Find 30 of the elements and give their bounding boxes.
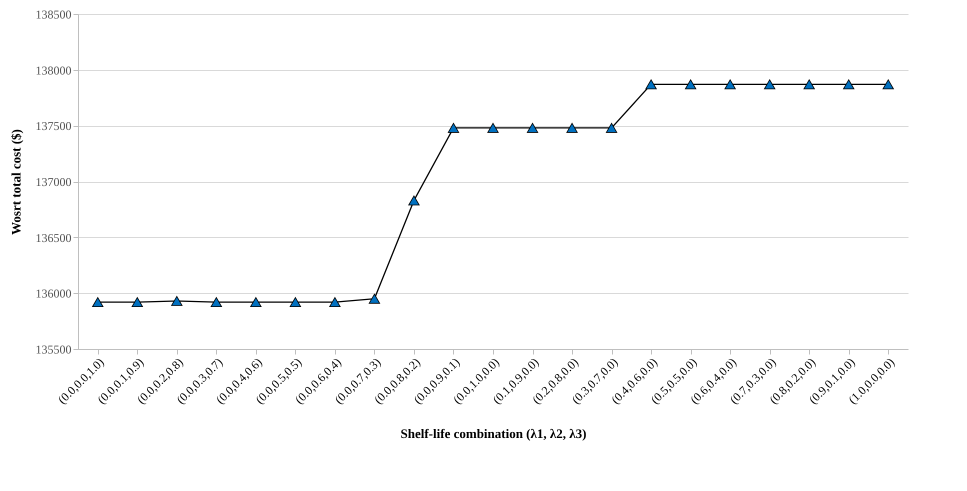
y-tick-label: 136000 (36, 286, 72, 301)
point (606, 122, 618, 133)
point (368, 294, 380, 304)
point (526, 122, 538, 133)
point (487, 122, 499, 133)
point (645, 79, 657, 90)
point (724, 79, 736, 90)
y-tick-label: 138000 (36, 63, 72, 78)
y-tick-label: 135500 (36, 342, 72, 356)
point (566, 122, 578, 133)
y-tick-label: 136500 (36, 230, 72, 245)
y-tick-label: 137000 (36, 175, 72, 189)
x-axis-title: Shelf-life combination (λ1, λ2, λ3) (400, 426, 586, 441)
point (882, 79, 894, 90)
point (684, 79, 696, 90)
point (92, 297, 104, 308)
point (171, 296, 182, 306)
point (764, 79, 776, 90)
point (132, 297, 143, 308)
y-tick-label: 137500 (36, 119, 72, 134)
point (250, 297, 262, 308)
point (448, 122, 460, 133)
point (210, 297, 222, 308)
y-tick-label: 138500 (36, 8, 72, 22)
point (804, 79, 815, 90)
point (329, 297, 341, 308)
point (290, 297, 302, 308)
y-axis-title: Wosrt total cost ($) (8, 129, 24, 235)
point (408, 196, 420, 206)
point (843, 79, 854, 90)
